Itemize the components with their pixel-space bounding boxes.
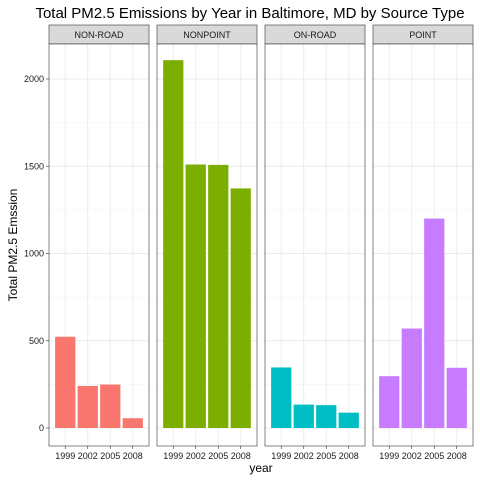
x-tick-label: 2008 (447, 451, 467, 461)
bar (401, 328, 422, 428)
x-tick-label: 2005 (424, 451, 444, 461)
x-tick-label: 1999 (379, 451, 399, 461)
x-tick-label: 2005 (208, 451, 228, 461)
facet-panel: NON-ROAD 1999 2002 2005 2008 (48, 24, 150, 461)
facet-strip-label: ON-ROAD (294, 30, 337, 40)
bar (122, 418, 143, 428)
panel-border (264, 43, 366, 447)
panel-border (156, 43, 258, 447)
x-tick-label: 2008 (339, 451, 359, 461)
facet-panel: ON-ROAD 1999 2002 2005 2008 (264, 24, 366, 461)
facet-panel: NONPOINT 1999 2002 2005 2008 (156, 24, 258, 461)
bar (230, 188, 251, 428)
x-tick-label: 2008 (123, 451, 143, 461)
x-tick-label: 2005 (316, 451, 336, 461)
panel-border (372, 43, 474, 447)
x-tick-label: 2002 (186, 451, 206, 461)
bar (100, 384, 121, 428)
y-tick-label: 0 (39, 423, 44, 433)
x-tick-label: 2002 (294, 451, 314, 461)
bar (424, 218, 445, 428)
x-tick-label: 1999 (163, 451, 183, 461)
facet-strip-label: POINT (409, 30, 437, 40)
bar (293, 404, 314, 428)
bar (55, 336, 76, 428)
y-axis-title: Total PM2.5 Emssion (6, 189, 20, 302)
bar (338, 412, 359, 428)
facet-strip-label: NON-ROAD (75, 30, 124, 40)
x-tick-label: 2002 (402, 451, 422, 461)
bar (271, 367, 292, 428)
x-tick-label: 2008 (231, 451, 251, 461)
bar (316, 405, 337, 428)
x-tick-label: 1999 (271, 451, 291, 461)
facet-strip-label: NONPOINT (183, 30, 231, 40)
x-tick-label: 2005 (100, 451, 120, 461)
bar (208, 164, 229, 428)
panel-border (48, 43, 150, 447)
bar (163, 60, 184, 429)
x-tick-label: 2002 (78, 451, 98, 461)
bar (185, 164, 206, 428)
chart-title: Total PM2.5 Emissions by Year in Baltimo… (35, 5, 464, 22)
y-tick-label: 1500 (24, 161, 44, 171)
facet-panel: POINT 1999 2002 2005 2008 (372, 24, 474, 461)
x-tick-label: 1999 (55, 451, 75, 461)
x-axis-title: year (249, 461, 272, 475)
y-tick-label: 2000 (24, 74, 44, 84)
bar (77, 385, 98, 428)
y-tick-label: 1000 (24, 249, 44, 259)
bar (379, 376, 400, 428)
y-tick-label: 500 (29, 336, 44, 346)
bar (446, 367, 467, 428)
